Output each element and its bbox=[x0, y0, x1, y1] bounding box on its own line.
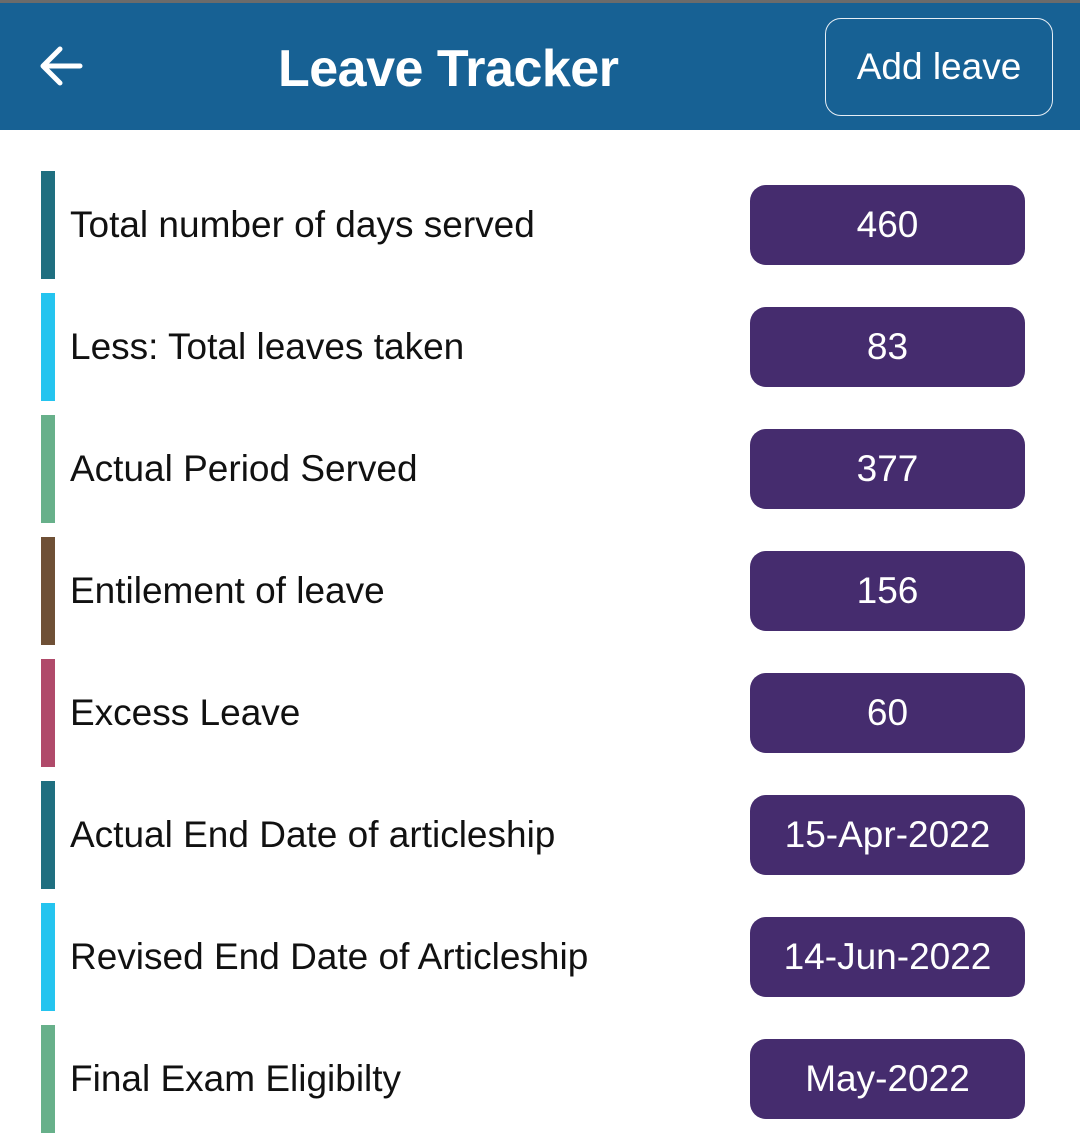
arrow-left-icon bbox=[40, 46, 83, 86]
item-label: Less: Total leaves taken bbox=[70, 326, 465, 367]
app-header: Leave Tracker Add leave bbox=[0, 3, 1080, 130]
color-indicator bbox=[41, 293, 55, 401]
item-label: Total number of days served bbox=[70, 204, 535, 245]
list-item: Entilement of leave 156 bbox=[0, 537, 1080, 645]
list-item: Actual Period Served 377 bbox=[0, 415, 1080, 523]
color-indicator bbox=[41, 903, 55, 1011]
item-label: Excess Leave bbox=[70, 692, 301, 733]
item-value-badge: 83 bbox=[750, 307, 1025, 387]
item-label: Revised End Date of Articleship bbox=[70, 936, 589, 977]
add-leave-button[interactable]: Add leave bbox=[825, 18, 1053, 116]
item-value-badge: 15-Apr-2022 bbox=[750, 795, 1025, 875]
list-item: Excess Leave 60 bbox=[0, 659, 1080, 767]
color-indicator bbox=[41, 659, 55, 767]
color-indicator bbox=[41, 1025, 55, 1133]
item-label: Final Exam Eligibilty bbox=[70, 1058, 402, 1099]
color-indicator bbox=[41, 171, 55, 279]
item-value-badge: May-2022 bbox=[750, 1039, 1025, 1119]
page-title: Leave Tracker bbox=[278, 40, 619, 98]
color-indicator bbox=[41, 781, 55, 889]
item-value-badge: 60 bbox=[750, 673, 1025, 753]
list-item: Actual End Date of articleship 15-Apr-20… bbox=[0, 781, 1080, 889]
item-value-badge: 14-Jun-2022 bbox=[750, 917, 1025, 997]
list-item: Total number of days served 460 bbox=[0, 171, 1080, 279]
item-value-badge: 156 bbox=[750, 551, 1025, 631]
back-button[interactable] bbox=[36, 41, 86, 91]
color-indicator bbox=[41, 415, 55, 523]
item-label: Entilement of leave bbox=[70, 570, 385, 611]
color-indicator bbox=[41, 537, 55, 645]
list-item: Revised End Date of Articleship 14-Jun-2… bbox=[0, 903, 1080, 1011]
item-label: Actual End Date of articleship bbox=[70, 814, 556, 855]
status-strip bbox=[0, 0, 1080, 3]
list-item: Less: Total leaves taken 83 bbox=[0, 293, 1080, 401]
item-label: Actual Period Served bbox=[70, 448, 418, 489]
item-value-badge: 377 bbox=[750, 429, 1025, 509]
list-item: Final Exam Eligibilty May-2022 bbox=[0, 1025, 1080, 1133]
item-value-badge: 460 bbox=[750, 185, 1025, 265]
